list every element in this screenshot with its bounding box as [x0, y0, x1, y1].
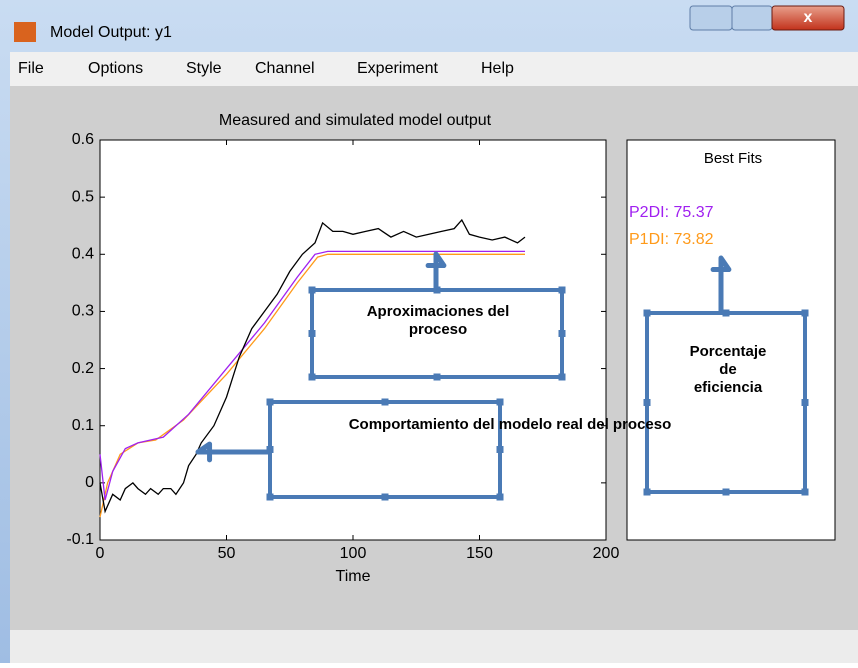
handle	[308, 330, 316, 337]
close-x: x	[804, 9, 813, 26]
menu-item[interactable]: Channel	[255, 60, 315, 77]
series-line	[99, 218, 526, 514]
menu-item[interactable]: File	[18, 60, 44, 77]
y-tick-label: 0.6	[72, 131, 94, 148]
best-fits-title: Best Fits	[704, 150, 762, 167]
y-tick-label: 0	[85, 474, 94, 491]
handle	[643, 309, 651, 317]
arrow-head	[425, 251, 447, 269]
handle	[558, 330, 566, 337]
x-tick-label: 100	[340, 545, 367, 562]
handle	[381, 398, 389, 406]
series-line	[99, 253, 525, 518]
handle	[496, 398, 504, 406]
handle	[643, 488, 651, 496]
best-fit-entry: P2DI: 75.37	[629, 204, 714, 221]
menu-item[interactable]: Help	[481, 60, 514, 77]
x-tick-label: 150	[466, 545, 493, 562]
window-title: Model Output: y1	[50, 24, 172, 41]
menu-item[interactable]: Style	[186, 60, 222, 77]
handle	[308, 373, 316, 381]
minimize-button[interactable]	[689, 5, 733, 31]
annotation-text: Porcentaje	[690, 343, 767, 360]
arrow-head	[710, 255, 732, 273]
handle	[558, 373, 566, 381]
best-fits-panel	[626, 139, 836, 541]
annotation-text: proceso	[409, 321, 467, 338]
handle	[801, 488, 809, 496]
y-tick-label: 0.3	[72, 303, 94, 320]
handle	[722, 309, 730, 317]
handle	[722, 488, 730, 496]
x-tick-label: 200	[593, 545, 620, 562]
axes	[99, 139, 607, 541]
handle	[801, 309, 809, 317]
annotation-text: de	[719, 361, 737, 378]
menu-bar	[10, 52, 858, 86]
status-bar	[10, 630, 858, 663]
handle	[266, 493, 274, 501]
y-tick-label: 0.1	[72, 417, 94, 434]
handle	[381, 493, 389, 501]
handle	[801, 399, 809, 406]
menu-item[interactable]: Options	[88, 60, 143, 77]
best-fit-entry: P1DI: 73.82	[629, 231, 714, 248]
close-button[interactable]	[771, 5, 845, 31]
menu-item[interactable]: Experiment	[357, 60, 438, 77]
x-tick-label: 0	[96, 545, 105, 562]
y-tick-label: 0.2	[72, 360, 94, 377]
maximize-button[interactable]	[731, 5, 773, 31]
handle	[496, 493, 504, 501]
x-tick-label: 50	[218, 545, 236, 562]
handle	[266, 398, 274, 406]
handle	[558, 286, 566, 294]
series-line	[99, 250, 525, 501]
handle	[308, 286, 316, 294]
handle	[643, 399, 651, 406]
y-tick-label: 0.4	[72, 246, 94, 263]
y-tick-label: 0.5	[72, 188, 94, 205]
handle	[433, 373, 441, 381]
y-tick-label: -0.1	[66, 531, 94, 548]
app-icon	[14, 22, 36, 42]
handle	[496, 446, 504, 453]
annotation-text: Comportamiento del modelo real del proce…	[349, 416, 672, 433]
x-axis-label: Time	[336, 568, 371, 585]
chart-title: Measured and simulated model output	[219, 112, 492, 129]
annotation-text: eficiencia	[694, 379, 763, 396]
arrow-head	[195, 441, 213, 463]
annotation-text: Aproximaciones del	[367, 303, 510, 320]
